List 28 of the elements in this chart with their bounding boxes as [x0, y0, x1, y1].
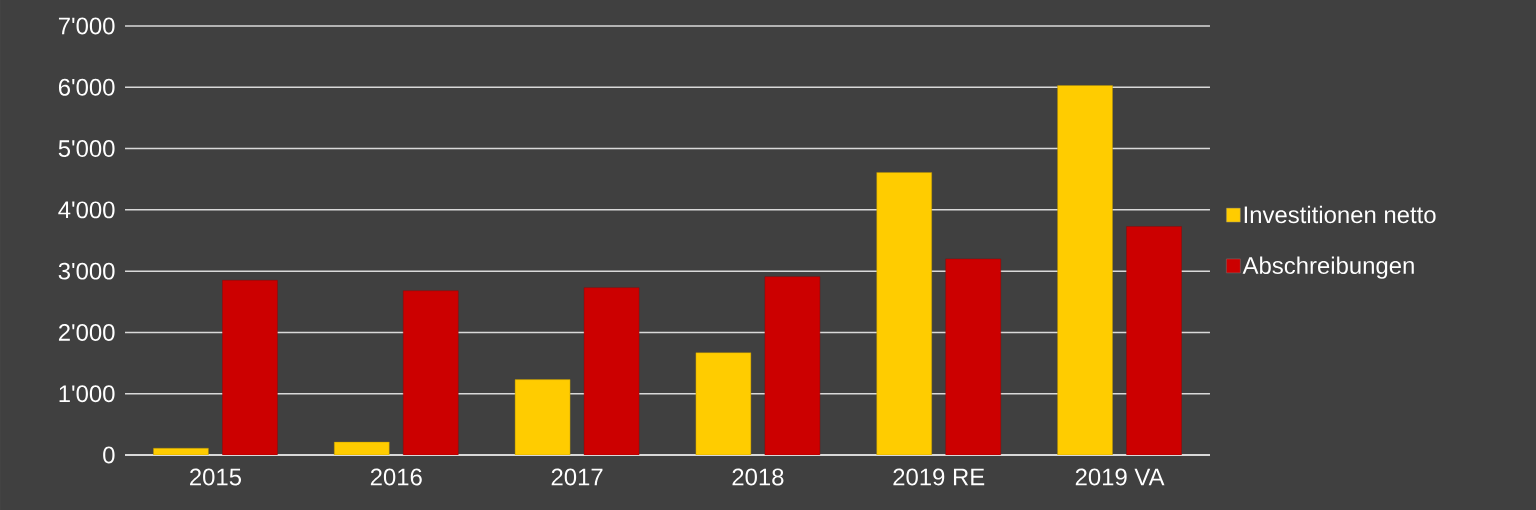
y-tick-label: 3'000 [58, 262, 115, 280]
bar [583, 287, 640, 455]
x-tick-label: 2017 [551, 468, 603, 486]
bar [1057, 85, 1113, 455]
bar [1126, 226, 1182, 455]
bar [876, 172, 932, 455]
y-tick-label: 2'000 [58, 323, 115, 341]
y-tick-label: 5'000 [58, 140, 115, 158]
bar [514, 379, 571, 455]
x-tick-label: 2018 [732, 468, 784, 486]
y-tick-label: 6'000 [58, 78, 115, 96]
bar [153, 448, 209, 455]
legend-label: Abschreibungen [1242, 256, 1414, 279]
y-tick-label: 1'000 [59, 385, 115, 403]
y-tick-label: 0 [103, 446, 115, 464]
y-tick-label: 4'000 [58, 201, 115, 219]
bar [334, 441, 390, 455]
y-tick-label: 7'000 [58, 17, 115, 35]
x-tick-label: 2016 [370, 468, 422, 486]
x-tick-label: 2019 VA [1075, 468, 1165, 486]
legend-label: Investitionen netto [1244, 205, 1436, 224]
bar [403, 290, 459, 455]
bar [695, 352, 752, 455]
bar [764, 276, 821, 455]
x-tick-label: 2019 RE [893, 468, 985, 486]
x-tick-label: 2015 [190, 468, 242, 486]
bar [945, 258, 1001, 455]
bar [222, 280, 278, 455]
